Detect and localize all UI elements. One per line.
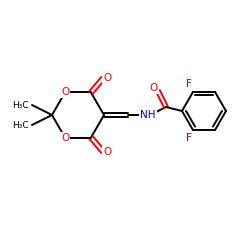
Text: H₃C: H₃C [12, 120, 29, 130]
Text: F: F [186, 133, 192, 143]
Text: H₃C: H₃C [12, 100, 29, 110]
Text: O: O [103, 146, 111, 156]
Text: O: O [61, 88, 69, 98]
Text: F: F [186, 79, 192, 89]
Text: O: O [103, 74, 111, 84]
Text: O: O [150, 83, 158, 93]
Text: O: O [61, 132, 69, 142]
Text: NH: NH [140, 110, 156, 120]
